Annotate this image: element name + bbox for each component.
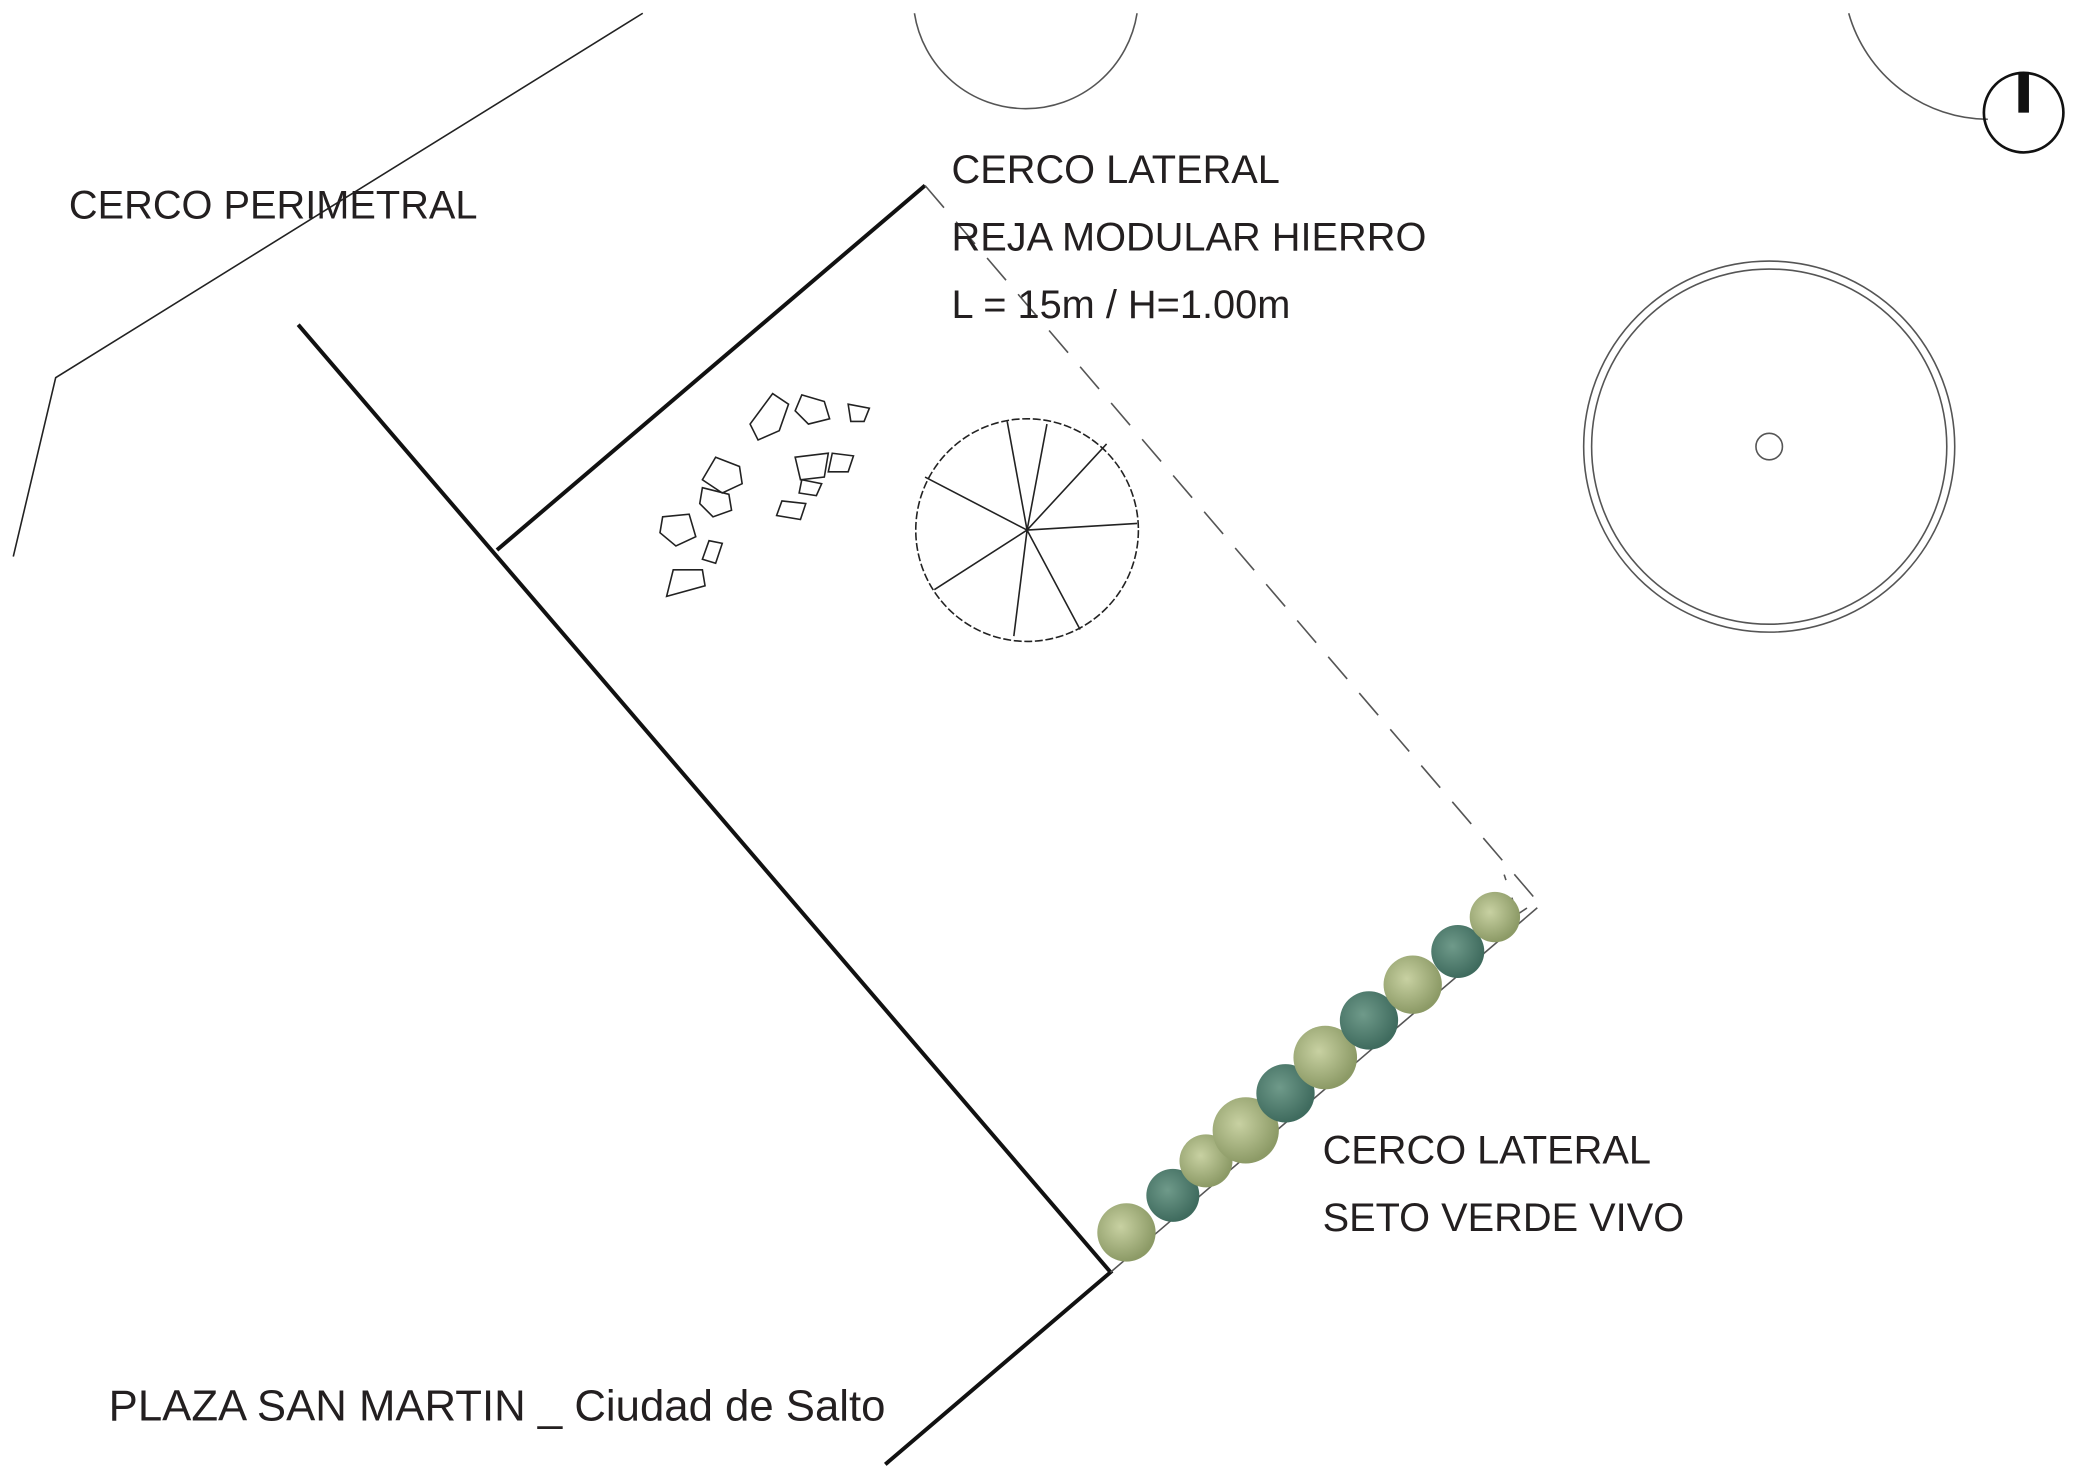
label: CERCO LATERAL: [1323, 1129, 1651, 1173]
hedge: [1097, 891, 1521, 1262]
fountain: [1582, 260, 1956, 633]
label: CERCO PERIMETRAL: [69, 184, 478, 228]
label: CERCO LATERAL: [952, 148, 1280, 192]
tree-canopy: [1847, 13, 1988, 121]
label: SETO VERDE VIVO: [1323, 1196, 1685, 1240]
tree-canopy: [913, 13, 1138, 110]
north-arrow: [1982, 71, 2065, 154]
label: REJA MODULAR HIERRO: [952, 215, 1427, 259]
perimeter-fence: [12, 12, 644, 557]
stones: [659, 392, 871, 598]
plaza-edge: [296, 323, 1114, 1466]
footer-title: PLAZA SAN MARTIN _ Ciudad de Salto: [109, 1382, 886, 1431]
label: L = 15m / H=1.00m: [952, 283, 1291, 327]
side-edge: [495, 184, 927, 552]
tree: [914, 417, 1140, 643]
